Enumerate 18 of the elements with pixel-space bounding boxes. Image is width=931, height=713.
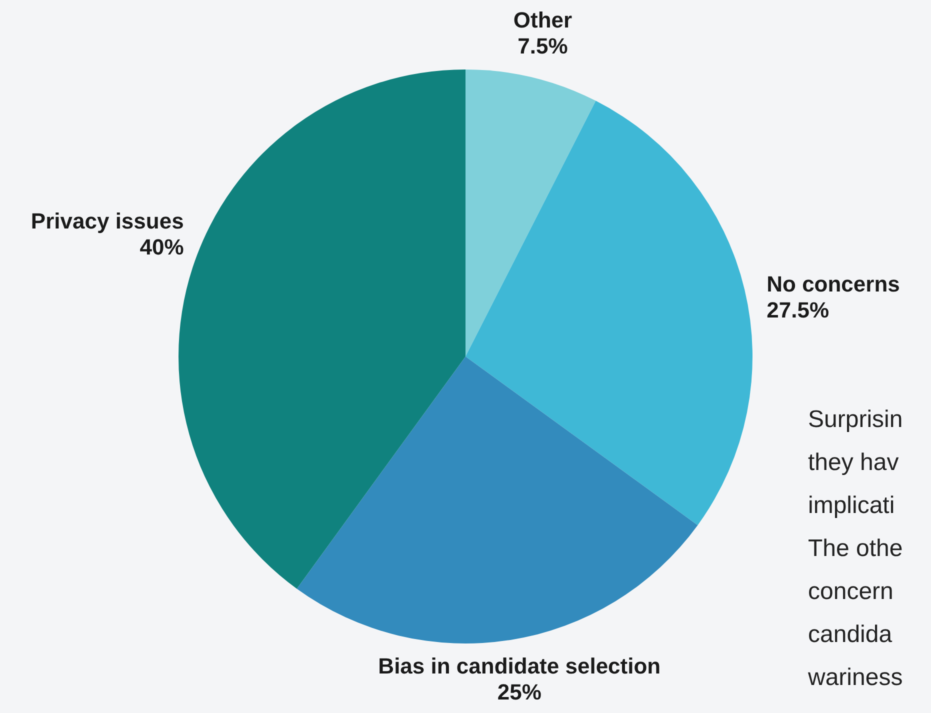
text: The othe (808, 535, 903, 562)
pie-slice (466, 100, 752, 526)
pie-slice (466, 70, 596, 356)
text: wariness (807, 664, 903, 691)
slice-label: Other (513, 7, 573, 32)
data-label: 7.5% (518, 33, 568, 58)
pie-slice (296, 356, 698, 644)
text: implicati (808, 492, 895, 519)
slice-label: Bias in candidate selection (378, 653, 661, 678)
text: candida (808, 621, 893, 648)
text: they hav (808, 449, 899, 476)
slice-label: No concerns (766, 271, 900, 296)
slice-label: Privacy issues (30, 208, 184, 234)
text: concern (808, 578, 894, 605)
text: Surprisin (808, 406, 903, 433)
data-label: 25% (497, 679, 542, 704)
data-label: 40% (140, 234, 184, 260)
data-label: 27.5% (766, 297, 830, 322)
